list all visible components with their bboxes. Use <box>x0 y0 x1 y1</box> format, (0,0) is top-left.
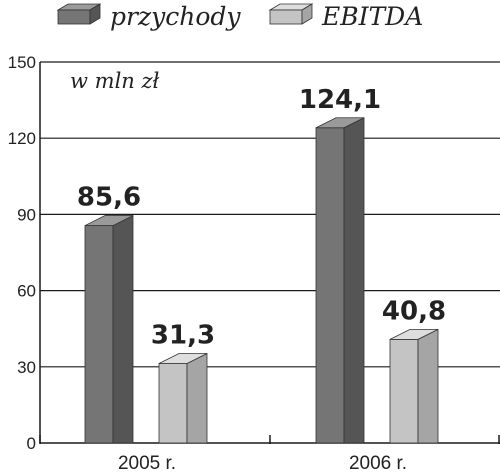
y-tick-label: 0 <box>27 434 36 453</box>
legend-swatch-front <box>269 9 303 25</box>
legend-swatch-side <box>301 3 313 25</box>
legend-item-przychody: przychody <box>56 2 241 31</box>
value-label: 31,3 <box>151 320 215 350</box>
legend-swatch-front <box>57 9 91 25</box>
y-axis-ticks: 0 30 60 90 120 150 <box>8 53 36 453</box>
y-tick-label: 30 <box>17 358 36 377</box>
value-label: 40,8 <box>382 296 446 326</box>
bar-top-face <box>84 215 134 226</box>
bar-front-face <box>389 338 419 444</box>
unit-label: w mln zł <box>70 69 160 93</box>
bar-przychody-1 <box>315 117 365 444</box>
legend: przychody EBITDA <box>56 2 423 31</box>
bar-side-face <box>417 328 439 444</box>
bar-front-face <box>158 363 188 444</box>
value-label: 85,6 <box>77 183 141 213</box>
bar-front-face <box>84 225 114 444</box>
bars <box>84 117 439 444</box>
bar-top-face <box>158 353 208 364</box>
bar-front-face <box>315 127 345 444</box>
y-tick-label: 150 <box>8 53 36 72</box>
value-labels: 85,6 31,3 124,1 40,8 <box>77 85 446 351</box>
legend-label: przychody <box>110 2 241 31</box>
bar-ebitda-1 <box>389 328 439 444</box>
y-tick-label: 90 <box>17 205 36 224</box>
legend-swatch-side <box>89 3 101 25</box>
bar-side-face <box>186 352 208 444</box>
bar-side-face <box>112 214 134 444</box>
bar-side-face <box>343 117 365 444</box>
y-tick-label: 60 <box>17 282 36 301</box>
bar-top-face <box>389 328 439 340</box>
value-label: 124,1 <box>299 85 381 115</box>
x-category-label: 2005 r. <box>118 453 176 474</box>
x-category-label: 2006 r. <box>349 453 407 474</box>
y-tick-label: 120 <box>8 129 36 148</box>
legend-item-ebitda: EBITDA <box>268 2 423 31</box>
legend-label: EBITDA <box>321 2 423 31</box>
x-axis-labels: 2005 r. 2006 r. <box>118 453 407 474</box>
bar-top-face <box>315 117 365 129</box>
bar-przychody-0 <box>84 214 134 444</box>
bar-ebitda-0 <box>158 352 208 444</box>
